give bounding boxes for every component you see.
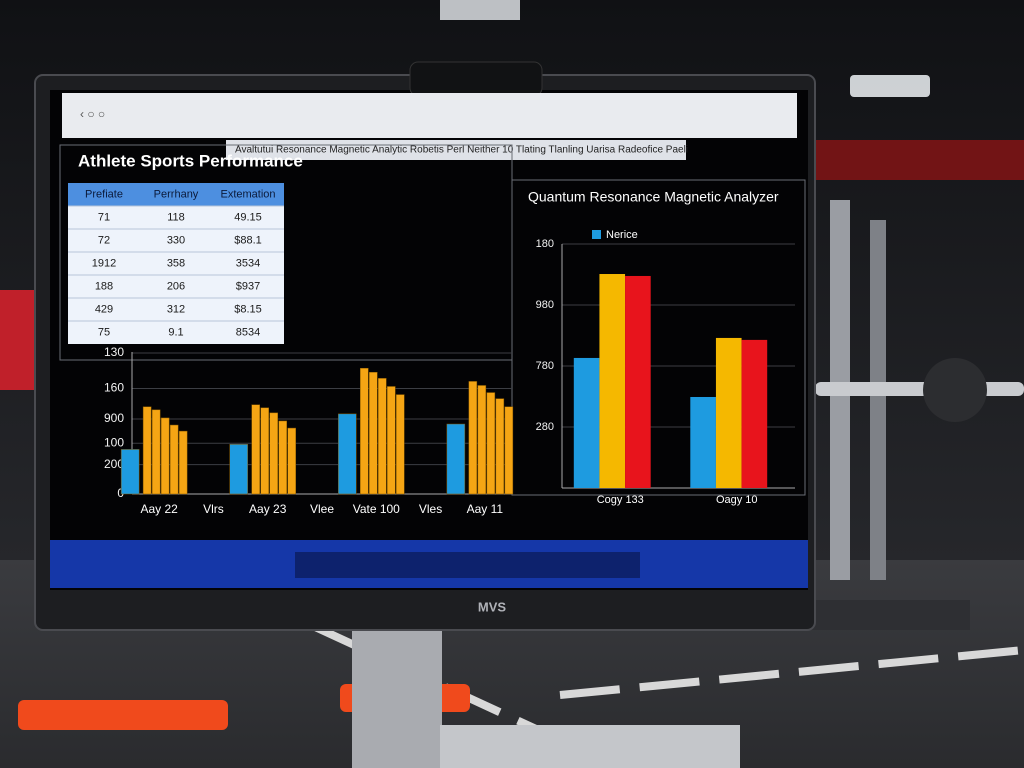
bar xyxy=(495,398,505,495)
table-cell: $937 xyxy=(236,280,260,292)
bar xyxy=(468,381,478,495)
x-tick-label: Vles xyxy=(419,502,442,516)
table-cell: 118 xyxy=(167,211,185,223)
bar xyxy=(360,367,369,495)
table-cell: 429 xyxy=(95,303,113,315)
table-cell: 8534 xyxy=(236,326,260,338)
ceiling-light xyxy=(850,75,930,97)
x-tick-label: Vlrs xyxy=(203,502,224,516)
dashboard-title: Athlete Sports Performance xyxy=(78,151,303,170)
x-tick-label: Aay 11 xyxy=(467,502,504,516)
back-button[interactable]: ‹ ○ ○ xyxy=(80,107,105,121)
y-tick-label: 780 xyxy=(536,360,554,372)
table-cell: 330 xyxy=(167,234,185,246)
bar xyxy=(690,396,716,488)
webcam xyxy=(409,61,543,97)
weight-plate xyxy=(923,358,987,422)
table-cell: $88.1 xyxy=(234,234,262,246)
bar xyxy=(504,406,514,495)
chart-title: Quantum Resonance Magnetic Analyzer xyxy=(528,189,779,205)
table-bg xyxy=(68,183,284,344)
table-cell: 49.15 xyxy=(234,211,262,223)
table-cell: 188 xyxy=(95,280,113,292)
taskbar-apps[interactable] xyxy=(295,552,640,578)
y-tick-label: 130 xyxy=(104,345,124,359)
monitor-stand xyxy=(352,610,442,768)
ceiling-light xyxy=(440,0,520,20)
bar xyxy=(446,423,466,495)
x-tick-label: Vate 100 xyxy=(353,502,400,516)
y-tick-label: 280 xyxy=(536,421,554,433)
bar xyxy=(287,427,296,495)
table-header: Prefiate xyxy=(85,188,123,200)
bar xyxy=(486,392,496,495)
floor-line xyxy=(298,616,1024,744)
table-cell: 71 xyxy=(98,211,110,223)
x-tick-label: Oagy 10 xyxy=(716,494,758,506)
desk xyxy=(440,725,740,768)
address-text: Avaltutui Resonance Magnetic Analytic Ro… xyxy=(235,145,688,156)
table-cell: 1912 xyxy=(92,257,116,269)
bar xyxy=(229,444,248,495)
x-tick-label: Aay 22 xyxy=(140,502,178,516)
table-cell: 312 xyxy=(167,303,185,315)
legend-label: Nerice xyxy=(606,229,638,241)
table-cell: 206 xyxy=(167,280,185,292)
bar xyxy=(369,372,378,495)
table-header-bg xyxy=(68,183,284,206)
table-cell: 3534 xyxy=(236,257,260,269)
data-table: Prefiate Perrhany Extemation 71 118 49.15 72 33… xyxy=(68,183,284,344)
legend-swatch xyxy=(592,230,601,239)
bar xyxy=(741,339,768,488)
bar xyxy=(387,386,396,495)
bar xyxy=(142,406,152,495)
y-tick-label: 200 xyxy=(104,457,124,471)
x-tick-label: Cogy 133 xyxy=(597,494,644,506)
table-header: Extemation xyxy=(220,188,275,200)
bar xyxy=(120,449,140,495)
y-tick-label: 0 xyxy=(117,486,124,500)
panel xyxy=(511,179,806,496)
bar xyxy=(625,275,651,488)
bar xyxy=(269,412,278,495)
bar xyxy=(278,420,287,495)
browser-bar[interactable] xyxy=(62,93,797,138)
y-tick-label: 180 xyxy=(536,238,554,250)
table-header: Perrhany xyxy=(154,188,199,200)
table-cell: 75 xyxy=(98,326,110,338)
x-tick-label: Vlee xyxy=(310,502,334,516)
table-cell: 9.1 xyxy=(168,326,183,338)
y-tick-label: 160 xyxy=(104,381,124,395)
bar xyxy=(396,394,405,495)
bar xyxy=(260,407,269,495)
monitor-brand: MVS xyxy=(478,599,507,614)
bar xyxy=(178,430,188,495)
bar xyxy=(573,357,600,488)
bar xyxy=(169,424,179,495)
bar xyxy=(151,409,161,495)
x-tick-label: Aay 23 xyxy=(249,502,287,516)
bar xyxy=(477,385,487,495)
table-cell: $8.15 xyxy=(234,303,262,315)
wall-stripe xyxy=(810,140,1024,180)
bar xyxy=(338,413,357,495)
charts: 0 200 100 900 160 130 Aay 22 Vlrs Aay 23 Vlee Vate… xyxy=(104,189,795,516)
bar xyxy=(160,417,170,495)
foam-roller xyxy=(18,700,228,730)
y-tick-label: 100 xyxy=(104,435,124,449)
table-cell: 72 xyxy=(98,234,110,246)
barbell xyxy=(815,382,1024,396)
table-cell: 358 xyxy=(167,257,185,269)
bar xyxy=(378,378,387,495)
y-tick-label: 900 xyxy=(104,411,124,425)
y-tick-label: 980 xyxy=(536,299,554,311)
bar xyxy=(599,274,626,488)
bar xyxy=(715,337,742,488)
person xyxy=(0,290,38,390)
rack xyxy=(870,220,886,580)
bar xyxy=(251,404,260,495)
